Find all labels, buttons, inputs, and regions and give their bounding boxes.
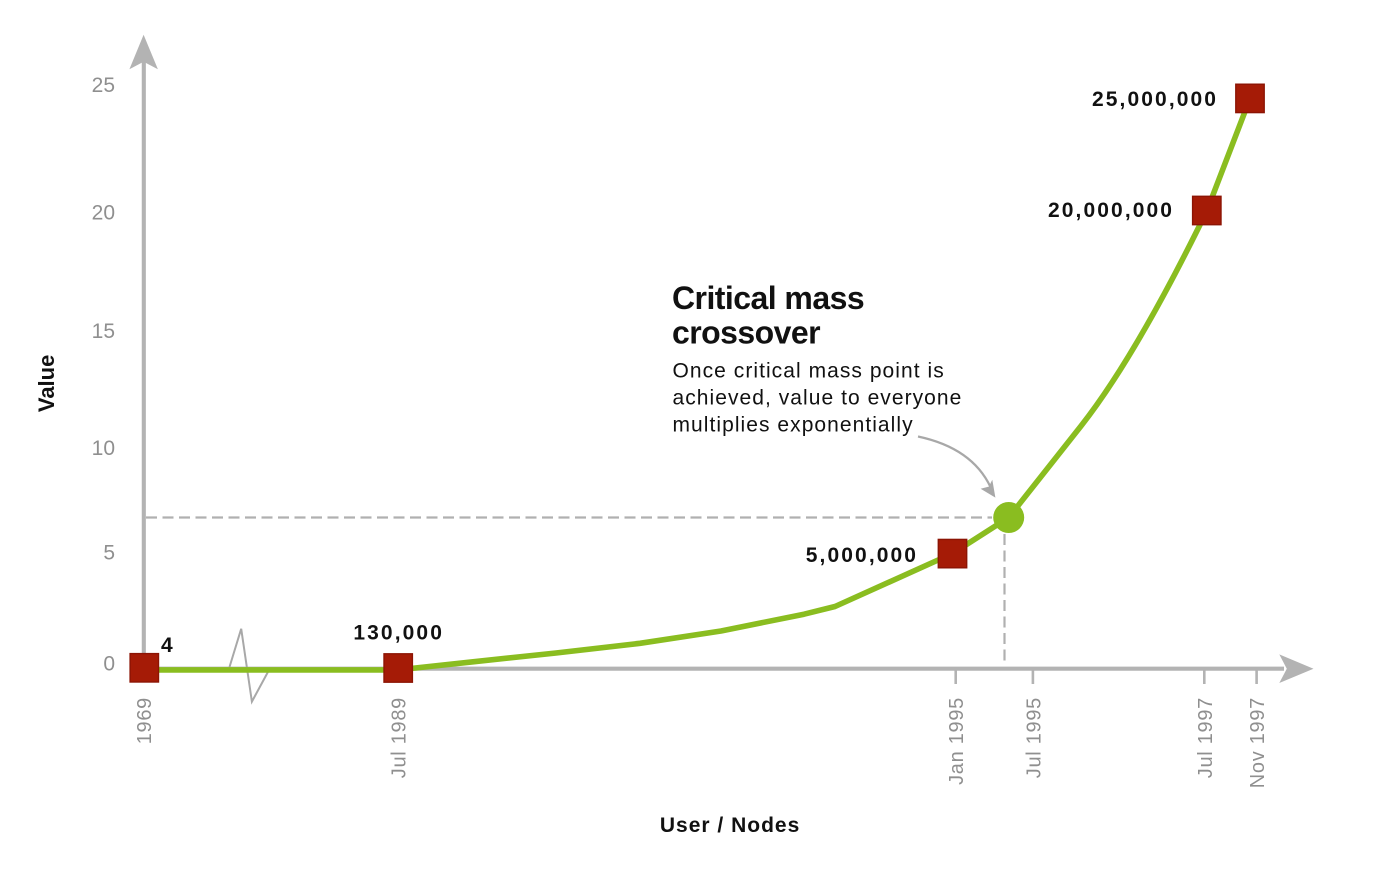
- svg-text:Jan 1995: Jan 1995: [946, 697, 968, 785]
- svg-text:0: 0: [103, 652, 115, 675]
- svg-text:Once critical mass point is: Once critical mass point is: [673, 360, 945, 383]
- svg-text:25: 25: [92, 74, 115, 97]
- svg-text:10: 10: [92, 437, 115, 460]
- svg-text:5,000,000: 5,000,000: [806, 544, 918, 567]
- svg-text:15: 15: [92, 320, 115, 343]
- svg-text:Value: Value: [34, 355, 59, 412]
- svg-text:User / Nodes: User / Nodes: [660, 814, 800, 837]
- svg-text:multiplies exponentially: multiplies exponentially: [673, 414, 914, 437]
- svg-text:25,000,000: 25,000,000: [1092, 88, 1218, 111]
- svg-text:Jul 1989: Jul 1989: [389, 697, 411, 778]
- svg-text:1969: 1969: [134, 697, 156, 744]
- svg-text:20: 20: [92, 202, 115, 225]
- svg-text:20,000,000: 20,000,000: [1048, 199, 1174, 222]
- svg-text:crossover: crossover: [672, 315, 820, 351]
- svg-text:Critical mass: Critical mass: [672, 280, 864, 316]
- svg-text:5: 5: [103, 541, 115, 564]
- svg-text:4: 4: [161, 634, 175, 657]
- svg-text:Jul 1995: Jul 1995: [1023, 697, 1045, 778]
- svg-text:Nov 1997: Nov 1997: [1247, 697, 1269, 788]
- svg-text:achieved, value to everyone: achieved, value to everyone: [673, 387, 963, 410]
- svg-text:Jul 1997: Jul 1997: [1195, 697, 1217, 778]
- svg-text:130,000: 130,000: [353, 622, 444, 645]
